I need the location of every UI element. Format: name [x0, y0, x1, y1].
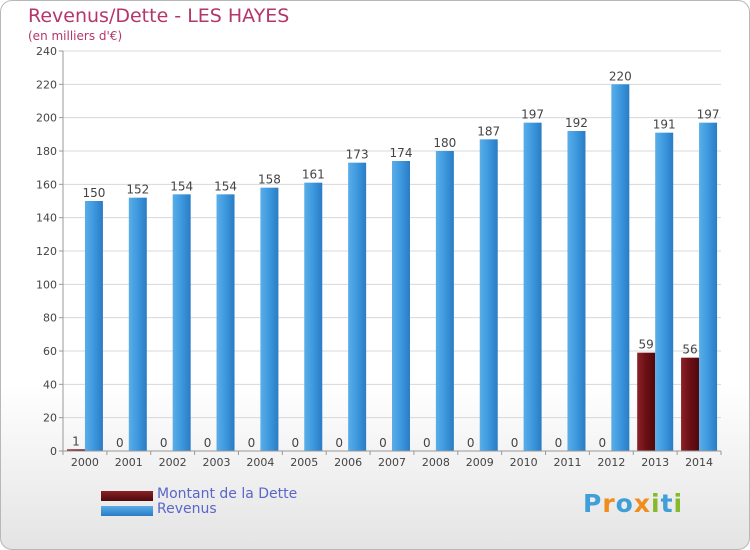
logo-letter: i	[651, 489, 661, 518]
bar-revenus	[479, 139, 498, 452]
chart-subtitle: (en milliers d'€)	[28, 29, 123, 43]
logo-letter: x	[633, 489, 651, 518]
bar-revenus	[216, 194, 235, 452]
y-tick-label: 200	[36, 112, 57, 125]
proxiti-logo: Proxiti	[583, 489, 683, 518]
data-label-dette: 0	[599, 436, 607, 450]
bar-revenus	[655, 132, 674, 451]
data-label-dette: 0	[116, 436, 124, 450]
bar-revenus	[435, 151, 454, 451]
bar-revenus	[611, 84, 630, 451]
data-label-dette: 0	[467, 436, 475, 450]
y-tick-label: 80	[43, 312, 57, 325]
data-label-revenus: 197	[697, 108, 720, 122]
x-tick-label: 2001	[115, 456, 143, 469]
x-tick-label: 2004	[246, 456, 274, 469]
bar-revenus	[348, 162, 367, 451]
x-tick-label: 2009	[466, 456, 494, 469]
bar-dette	[66, 449, 85, 451]
y-tick-label: 60	[43, 345, 57, 358]
logo-letter: P	[583, 489, 603, 518]
y-tick-label: 220	[36, 78, 57, 91]
data-label-dette: 59	[639, 338, 654, 352]
y-tick-label: 120	[36, 245, 57, 258]
bar-revenus	[567, 131, 586, 451]
x-axis-ticks: 2000 2001 2002 2003 2004 2005 2006 2007 2008 2009…	[62, 451, 722, 469]
data-label-revenus: 192	[565, 116, 588, 130]
x-tick-label: 2013	[641, 456, 669, 469]
logo-letter: t	[660, 489, 674, 518]
x-tick-label: 2003	[203, 456, 231, 469]
y-tick-label: 240	[36, 45, 57, 58]
bar-dette	[637, 352, 656, 451]
data-label-revenus: 191	[653, 118, 676, 132]
data-label-dette: 0	[379, 436, 387, 450]
bar-revenus	[172, 194, 191, 452]
data-label-revenus: 158	[258, 173, 281, 187]
data-label-dette: 0	[160, 436, 168, 450]
bar-dette	[681, 357, 700, 451]
data-label-dette: 1	[72, 434, 80, 448]
x-tick-label: 2014	[685, 456, 713, 469]
data-label-dette: 56	[682, 343, 697, 357]
legend-swatch-revenus	[101, 506, 153, 516]
x-tick-label: 2011	[553, 456, 581, 469]
data-label-revenus: 197	[521, 108, 544, 122]
logo-letter: r	[602, 489, 616, 518]
bar-revenus	[260, 187, 279, 451]
y-tick-label: 0	[50, 445, 57, 458]
data-label-dette: 0	[555, 436, 563, 450]
bars	[66, 84, 718, 452]
x-tick-label: 2007	[378, 456, 406, 469]
y-tick-label: 40	[43, 378, 57, 391]
x-tick-label: 2002	[159, 456, 187, 469]
bar-revenus	[699, 122, 718, 452]
x-tick-label: 2000	[71, 456, 99, 469]
y-tick-label: 20	[43, 412, 57, 425]
x-tick-label: 2008	[422, 456, 450, 469]
y-tick-label: 180	[36, 145, 57, 158]
y-tick-label: 160	[36, 178, 57, 191]
y-axis-ticks: 0 20 40 60 80 100 120 140 160 180 200 220 240	[36, 45, 63, 458]
x-tick-label: 2006	[334, 456, 362, 469]
bar-revenus	[523, 122, 542, 452]
data-label-dette: 0	[423, 436, 431, 450]
bar-revenus	[392, 161, 410, 451]
data-label-revenus: 154	[170, 179, 193, 193]
data-label-dette: 0	[511, 436, 519, 450]
data-label-revenus: 180	[433, 136, 456, 150]
data-label-revenus: 187	[477, 124, 500, 138]
data-label-revenus: 154	[214, 179, 237, 193]
data-label-dette: 0	[248, 436, 256, 450]
y-tick-label: 100	[36, 278, 57, 291]
data-label-dette: 0	[291, 436, 299, 450]
data-label-revenus: 161	[302, 168, 325, 182]
data-label-revenus: 220	[609, 69, 632, 83]
logo-letter: o	[615, 489, 634, 518]
logo-letter: i	[673, 489, 684, 518]
data-label-revenus: 152	[126, 183, 149, 197]
legend-swatch-dette	[101, 491, 153, 501]
data-label-revenus: 150	[82, 186, 105, 200]
data-labels: 1 150 0 152 0 154 0 154 0 158 0 161 0 173 0 174 0 180 0 187…	[72, 69, 719, 450]
legend-label-revenus: Revenus	[157, 501, 217, 517]
x-tick-label: 2010	[510, 456, 538, 469]
data-label-dette: 0	[335, 436, 343, 450]
bar-revenus	[84, 201, 103, 451]
bar-revenus	[304, 182, 323, 451]
x-tick-label: 2012	[597, 456, 625, 469]
data-label-dette: 0	[204, 436, 212, 450]
bar-revenus	[128, 197, 147, 451]
data-label-revenus: 173	[346, 148, 369, 162]
legend-label-dette: Montant de la Dette	[157, 486, 298, 502]
data-label-revenus: 174	[390, 146, 413, 160]
y-tick-label: 140	[36, 212, 57, 225]
x-tick-label: 2005	[290, 456, 318, 469]
chart-title: Revenus/Dette - LES HAYES	[28, 5, 290, 27]
